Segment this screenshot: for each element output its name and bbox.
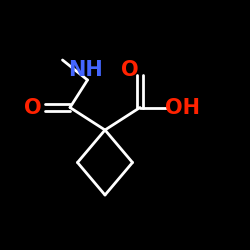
Text: OH: OH (165, 98, 200, 117)
Text: NH: NH (68, 60, 102, 80)
Text: O: O (121, 60, 139, 80)
Text: O: O (24, 98, 41, 117)
